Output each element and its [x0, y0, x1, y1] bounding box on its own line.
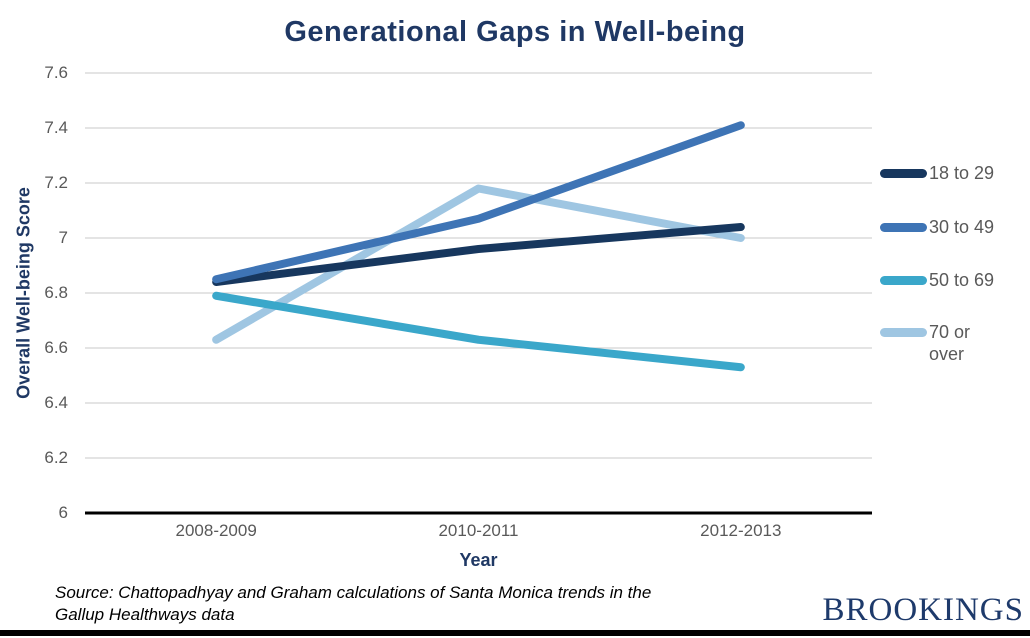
series-line-50-to-69 — [212, 291, 745, 372]
x-axis-title: Year — [459, 550, 498, 570]
y-tick-label: 6.8 — [44, 283, 68, 302]
x-tick-label: 2010-2011 — [438, 521, 519, 540]
legend-label: 50 to 69 — [929, 270, 995, 290]
y-tick-label: 6.4 — [44, 393, 68, 412]
y-tick-label: 7.6 — [44, 63, 68, 82]
bottom-bar — [0, 630, 1030, 636]
y-tick-label: 7.2 — [44, 173, 68, 192]
legend-label: 18 to 29 — [929, 163, 995, 183]
legend-swatch-icon — [880, 169, 927, 178]
legend-swatch-icon — [880, 328, 927, 337]
y-tick-label: 6.2 — [44, 448, 68, 467]
legend-item: 18 to 29 — [880, 162, 1001, 184]
series-line-30-to-49 — [212, 121, 745, 284]
y-tick-label: 6.6 — [44, 338, 68, 357]
x-tick-label: 2012-2013 — [700, 521, 782, 540]
y-tick-label: 6 — [58, 503, 68, 522]
x-tick-label: 2008-2009 — [175, 521, 257, 540]
chart-title: Generational Gaps in Well-being — [284, 16, 746, 48]
y-tick-label: 7.4 — [44, 118, 68, 137]
source-note: Source: Chattopadhyay and Graham calcula… — [55, 583, 652, 624]
legend-item: 70 or over — [880, 321, 1001, 365]
legend-label: 70 or over — [929, 322, 971, 364]
legend-swatch-icon — [880, 276, 927, 285]
y-axis-title: Overall Well-being Score — [13, 187, 34, 399]
legend-label: 30 to 49 — [929, 217, 995, 237]
series-line-70-or-over — [212, 184, 745, 344]
y-tick-label: 7 — [58, 228, 68, 247]
legend-item: 50 to 69 — [880, 269, 1001, 291]
series-line-18-to-29 — [212, 223, 745, 286]
legend-item: 30 to 49 — [880, 216, 1001, 238]
legend: 18 to 29 30 to 49 50 to 69 70 or over — [880, 0, 1030, 400]
legend-swatch-icon — [880, 223, 927, 232]
brookings-logo: BROOKINGS — [822, 592, 1024, 628]
